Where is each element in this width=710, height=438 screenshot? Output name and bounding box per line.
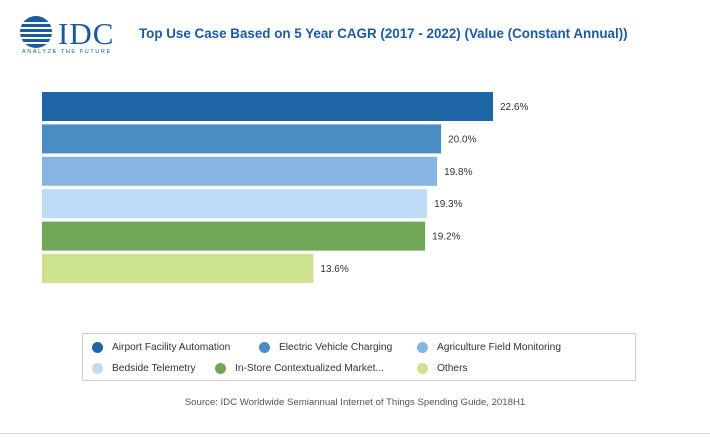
legend-label: Others (437, 363, 468, 374)
legend-item-2[interactable]: Electric Vehicle Charging (259, 342, 392, 353)
legend-item-5[interactable]: In-Store Contextualized Market... (215, 363, 384, 374)
globe-icon (20, 16, 52, 48)
legend-item-1[interactable]: Airport Facility Automation (92, 342, 230, 353)
source-note: Source: IDC Worldwide Semiannual Interne… (184, 397, 526, 408)
bar-value-label-2: 20.0% (448, 134, 476, 145)
bar-6[interactable] (42, 254, 314, 283)
bar-2[interactable] (42, 124, 442, 154)
bar-value-label-4: 19.3% (434, 199, 462, 210)
legend-item-4[interactable]: Bedside Telemetry (92, 363, 196, 374)
chart-title: Top Use Case Based on 5 Year CAGR (2017 … (139, 26, 628, 41)
legend-swatch (92, 363, 103, 374)
legend-swatch (215, 363, 226, 374)
bar-5[interactable] (42, 221, 426, 251)
legend-swatch (259, 342, 270, 353)
legend-swatch (417, 363, 428, 374)
bar-3[interactable] (42, 156, 438, 186)
bar-value-label-1: 22.6% (500, 102, 528, 113)
bar-value-label-3: 19.8% (444, 167, 472, 178)
legend-label: In-Store Contextualized Market... (235, 363, 384, 374)
bottom-divider (0, 433, 710, 434)
bar-4[interactable] (42, 189, 428, 219)
legend-label: Bedside Telemetry (112, 363, 196, 374)
logo-wordmark: IDC (58, 16, 115, 51)
legend-swatch (417, 342, 428, 353)
legend-label: Agriculture Field Monitoring (437, 342, 562, 353)
idc-logo: IDC ANALYZE THE FUTURE (18, 14, 128, 58)
legend-item-6[interactable]: Others (417, 363, 468, 374)
legend-swatch (92, 342, 103, 353)
legend-label: Electric Vehicle Charging (279, 342, 393, 353)
chart-legend: Airport Facility Automation Electric Vehi… (82, 333, 636, 381)
legend-item-3[interactable]: Agriculture Field Monitoring (417, 342, 561, 353)
bar-1[interactable] (42, 92, 493, 121)
bar-value-label-5: 19.2% (432, 232, 460, 243)
logo-tagline: ANALYZE THE FUTURE (22, 49, 112, 55)
bar-value-label-6: 13.6% (320, 264, 348, 275)
legend-label: Airport Facility Automation (112, 342, 231, 353)
bar-chart: 22.6% 20.0% 19.8% 19.3% 19.2% 13.6% (42, 92, 528, 283)
